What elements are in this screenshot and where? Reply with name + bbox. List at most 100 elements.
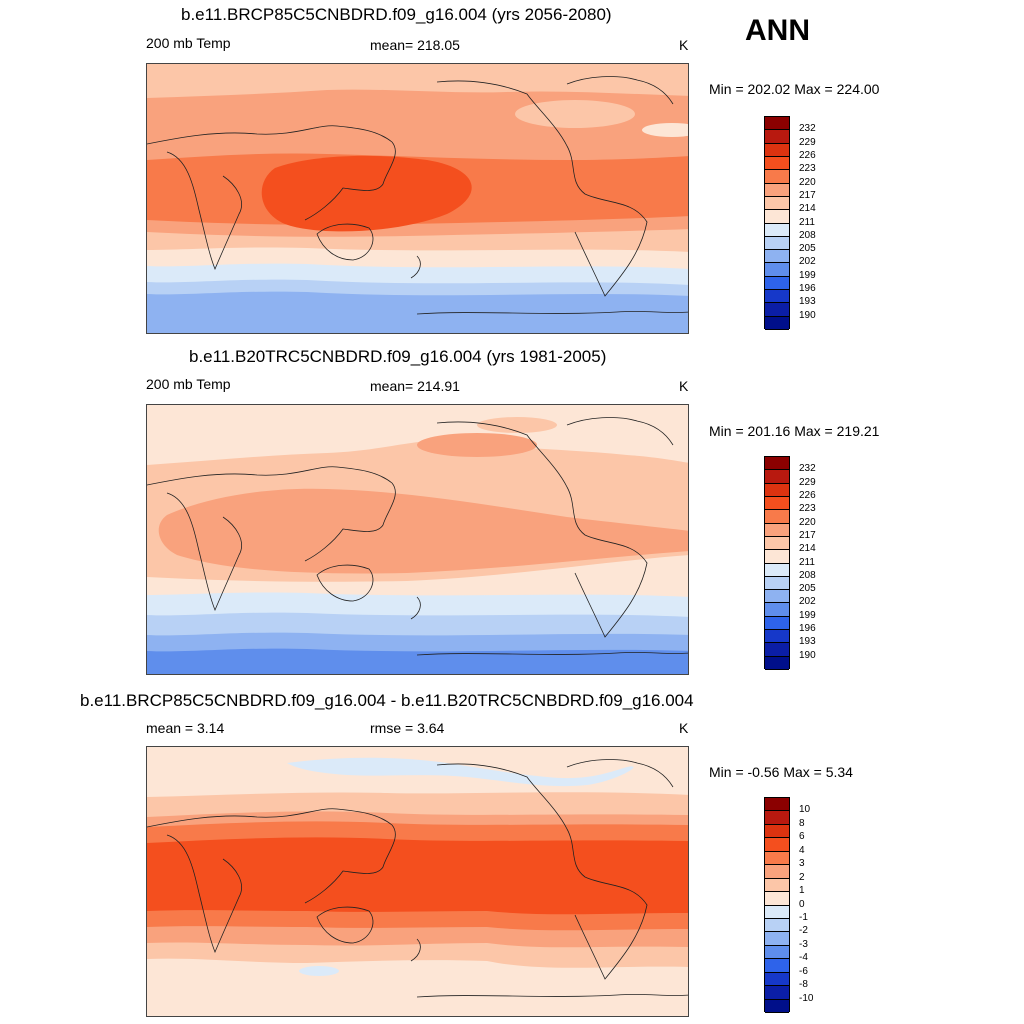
colorbar-box xyxy=(765,183,789,197)
colorbar-label: -3 xyxy=(799,938,808,950)
colorbar-box xyxy=(765,905,789,919)
colorbar-box xyxy=(765,616,789,631)
colorbar-label: 6 xyxy=(799,831,805,843)
panel-3-mean-label: mean = 3.14 xyxy=(146,720,225,736)
colorbar-label: 220 xyxy=(799,516,816,528)
colorbar-label: 199 xyxy=(799,609,816,621)
colorbar-box xyxy=(765,892,789,906)
colorbar-box xyxy=(765,798,789,812)
colorbar-box xyxy=(765,510,789,524)
colorbar-label: 226 xyxy=(799,149,816,161)
panel-3-units-label: K xyxy=(679,720,689,736)
colorbar-label: 226 xyxy=(799,489,816,501)
panel-1-colorbar: 232 229 226 223 220 217 214 211 208 205 202 199 196 1… xyxy=(764,116,816,330)
colorbar-box xyxy=(765,999,789,1013)
colorbar-box xyxy=(765,290,789,304)
colorbar-box xyxy=(765,223,789,237)
panel-2-contour-field xyxy=(147,405,688,674)
colorbar-label: 190 xyxy=(799,309,816,321)
panel-3-title: b.e11.BRCP85C5CNBDRD.f09_g16.004 - b.e11… xyxy=(80,691,694,710)
colorbar-box xyxy=(765,523,789,537)
panel-2-colorbar: 232 229 226 223 220 217 214 211 208 205 202 199 196 1… xyxy=(764,456,816,670)
colorbar-box xyxy=(765,972,789,987)
colorbar-box xyxy=(765,496,789,511)
colorbar-box xyxy=(765,603,789,617)
colorbar-box xyxy=(765,117,789,131)
colorbar-label: -10 xyxy=(799,992,814,1004)
colorbar-box xyxy=(765,550,789,564)
colorbar-label: 214 xyxy=(799,543,816,555)
panel-1-units-label: K xyxy=(679,37,689,53)
colorbar-label: 202 xyxy=(799,596,816,608)
panel-2-title: b.e11.B20TRC5CNBDRD.f09_g16.004 (yrs 198… xyxy=(189,347,607,366)
colorbar-label: 10 xyxy=(799,804,811,816)
colorbar-label: 208 xyxy=(799,229,816,241)
colorbar-label: 211 xyxy=(799,216,815,228)
colorbar-label: 0 xyxy=(799,898,805,910)
colorbar-label: 199 xyxy=(799,269,816,281)
panel-2-minmax-label: Min = 201.16 Max = 219.21 xyxy=(709,423,880,439)
colorbar-label: 8 xyxy=(799,817,805,829)
colorbar-label: 3 xyxy=(799,858,805,870)
colorbar-label: -4 xyxy=(799,952,808,964)
colorbar-label: -6 xyxy=(799,965,808,977)
season-label: ANN xyxy=(745,14,810,47)
colorbar-box xyxy=(765,263,789,277)
panel-3-map xyxy=(146,746,689,1017)
colorbar-box xyxy=(765,824,789,839)
panel-3-colorbar-boxes xyxy=(764,797,790,1013)
colorbar-label: 1 xyxy=(799,885,805,897)
colorbar-box xyxy=(765,656,789,670)
colorbar-label: 223 xyxy=(799,163,816,175)
colorbar-label: 211 xyxy=(799,556,815,568)
colorbar-box xyxy=(765,945,789,960)
colorbar-label: 190 xyxy=(799,649,816,661)
colorbar-box xyxy=(765,483,789,497)
panel-3-colorbar: 10 8 6 4 3 2 1 0 -1 -2 -3 -4 -6 -8 -10 xyxy=(764,797,813,1013)
colorbar-box xyxy=(765,536,789,551)
colorbar-box xyxy=(765,130,789,144)
panel-1-variable-label: 200 mb Temp xyxy=(146,35,231,51)
colorbar-box xyxy=(765,236,789,251)
colorbar-box xyxy=(765,918,789,933)
colorbar-box xyxy=(765,932,789,946)
colorbar-label: -1 xyxy=(799,911,808,923)
colorbar-label: 232 xyxy=(799,123,816,135)
colorbar-box xyxy=(765,643,789,657)
colorbar-box xyxy=(765,986,789,1000)
panel-1-minmax-label: Min = 202.02 Max = 224.00 xyxy=(709,81,880,97)
colorbar-label: 214 xyxy=(799,203,816,215)
panel-3-minmax-label: Min = -0.56 Max = 5.34 xyxy=(709,764,853,780)
colorbar-label: 205 xyxy=(799,243,816,255)
colorbar-label: 220 xyxy=(799,176,816,188)
colorbar-box xyxy=(765,630,789,644)
panel-2-units-label: K xyxy=(679,378,689,394)
panel-1-mean-label: mean= 218.05 xyxy=(370,37,460,53)
colorbar-box xyxy=(765,811,789,825)
colorbar-label: 208 xyxy=(799,569,816,581)
colorbar-box xyxy=(765,250,789,264)
colorbar-label: 4 xyxy=(799,844,805,856)
colorbar-box xyxy=(765,170,789,184)
panel-2-mean-label: mean= 214.91 xyxy=(370,378,460,394)
colorbar-box xyxy=(765,210,789,224)
colorbar-box xyxy=(765,865,789,879)
panel-1-map xyxy=(146,63,689,334)
panel-3-contour-field xyxy=(147,747,688,1016)
colorbar-label: -2 xyxy=(799,925,808,937)
colorbar-label: 205 xyxy=(799,583,816,595)
colorbar-label: 2 xyxy=(799,871,805,883)
colorbar-box xyxy=(765,143,789,157)
panel-2-colorbar-boxes xyxy=(764,456,790,670)
colorbar-box xyxy=(765,878,789,893)
colorbar-label: 229 xyxy=(799,136,816,148)
panel-2-variable-label: 200 mb Temp xyxy=(146,376,231,392)
colorbar-box xyxy=(765,470,789,484)
colorbar-box xyxy=(765,303,789,317)
colorbar-label: 202 xyxy=(799,256,816,268)
colorbar-box xyxy=(765,563,789,577)
colorbar-label: 229 xyxy=(799,476,816,488)
colorbar-box xyxy=(765,156,789,171)
colorbar-label: 232 xyxy=(799,463,816,475)
colorbar-box xyxy=(765,196,789,211)
